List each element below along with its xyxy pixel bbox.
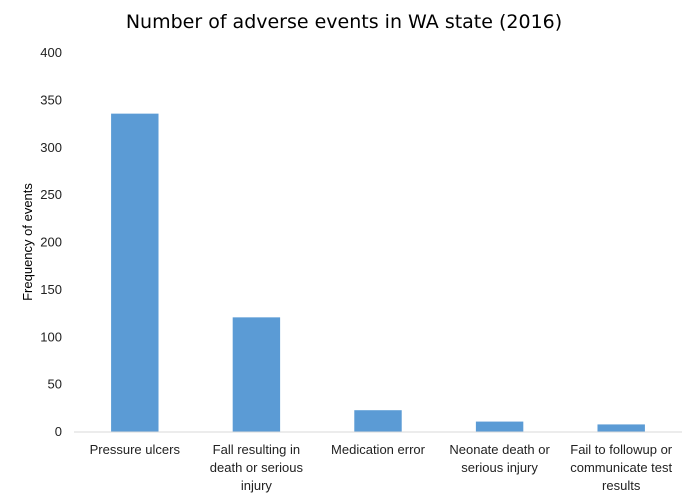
x-tick-label-line: Pressure ulcers xyxy=(90,442,181,457)
y-tick-label: 150 xyxy=(40,282,62,297)
chart-title: Number of adverse events in WA state (20… xyxy=(126,11,562,33)
y-tick-label: 0 xyxy=(55,424,62,439)
bar xyxy=(597,424,645,432)
x-tick-label-line: serious injury xyxy=(461,460,538,475)
x-axis-labels: Pressure ulcers Fall resulting in death or… xyxy=(90,442,673,493)
bar xyxy=(111,113,159,432)
y-tick-label: 100 xyxy=(40,329,62,344)
y-tick-label: 50 xyxy=(48,377,62,392)
x-tick-label-line: death or serious xyxy=(210,460,304,475)
bars xyxy=(111,113,645,432)
y-tick-label: 350 xyxy=(40,92,62,107)
x-tick-label: Fall resulting in death or serious injury xyxy=(210,442,304,493)
y-tick-label: 300 xyxy=(40,140,62,155)
y-axis-label: Frequency of events xyxy=(20,183,35,301)
y-tick-label: 200 xyxy=(40,235,62,250)
x-tick-label-line: injury xyxy=(241,478,273,493)
x-tick-label-line: Neonate death or xyxy=(449,442,550,457)
x-tick-label: Medication error xyxy=(331,442,426,457)
y-axis-ticks: 0 50 100 150 200 250 300 350 400 xyxy=(40,45,62,439)
x-tick-label: Neonate death or serious injury xyxy=(449,442,550,475)
x-tick-label-line: communicate test xyxy=(570,460,672,475)
y-tick-label: 400 xyxy=(40,45,62,60)
bar xyxy=(354,410,402,432)
y-tick-label: 250 xyxy=(40,187,62,202)
x-tick-label: Pressure ulcers xyxy=(90,442,181,457)
bar xyxy=(475,421,524,432)
x-tick-label-line: Fail to followup or xyxy=(570,442,673,457)
x-tick-label: Fail to followup or communicate test resul… xyxy=(570,442,673,493)
x-tick-label-line: Fall resulting in xyxy=(213,442,300,457)
bar xyxy=(232,317,281,432)
x-tick-label-line: Medication error xyxy=(331,442,426,457)
x-tick-label-line: results xyxy=(602,478,641,493)
